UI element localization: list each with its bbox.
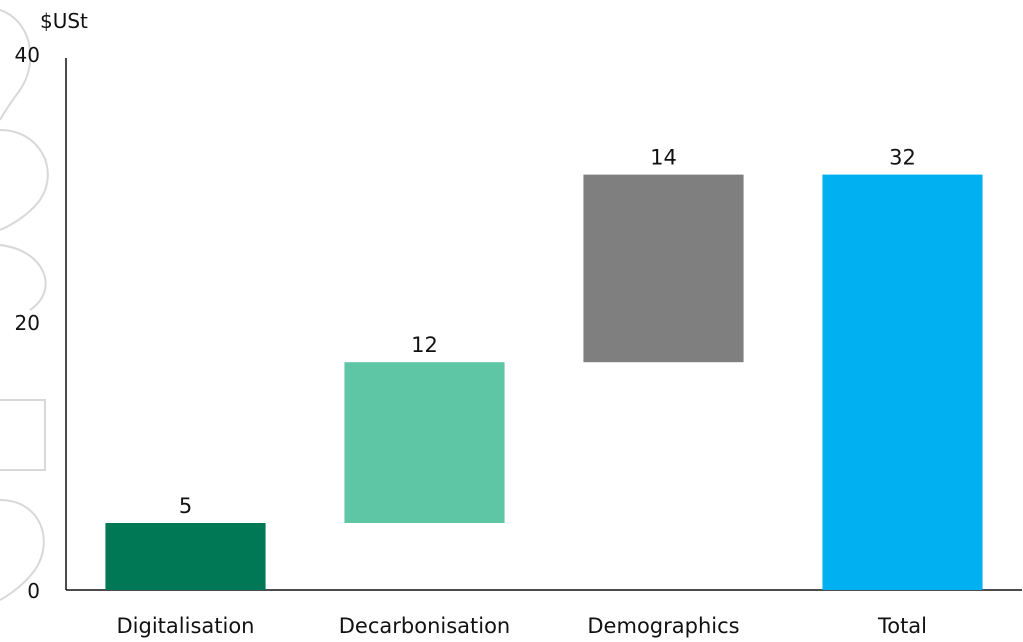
bar-digitalisation [105, 523, 266, 590]
y-tick-label: 40 [15, 43, 40, 67]
bar-total [822, 174, 983, 590]
data-labels-group: 5 12 14 32 [179, 146, 916, 518]
data-label-total: 32 [889, 146, 916, 170]
data-label-demographics: 14 [650, 146, 677, 170]
category-label-decarbonisation: Decarbonisation [339, 614, 511, 638]
data-label-digitalisation: 5 [179, 494, 192, 518]
bar-decarbonisation [344, 362, 505, 523]
bar-demographics [583, 174, 744, 363]
data-label-decarbonisation: 12 [411, 333, 438, 357]
y-tick-labels: 0 20 40 [15, 43, 40, 603]
y-tick-label: 20 [15, 311, 40, 335]
y-tick-label: 0 [27, 579, 40, 603]
category-label-total: Total [877, 614, 927, 638]
category-label-demographics: Demographics [587, 614, 739, 638]
category-label-digitalisation: Digitalisation [117, 614, 255, 638]
y-axis-unit-label: $USt [40, 9, 88, 33]
background-decoration [0, 9, 49, 601]
category-labels-group: Digitalisation Decarbonisation Demographic… [117, 614, 928, 638]
bars-group [105, 174, 983, 590]
